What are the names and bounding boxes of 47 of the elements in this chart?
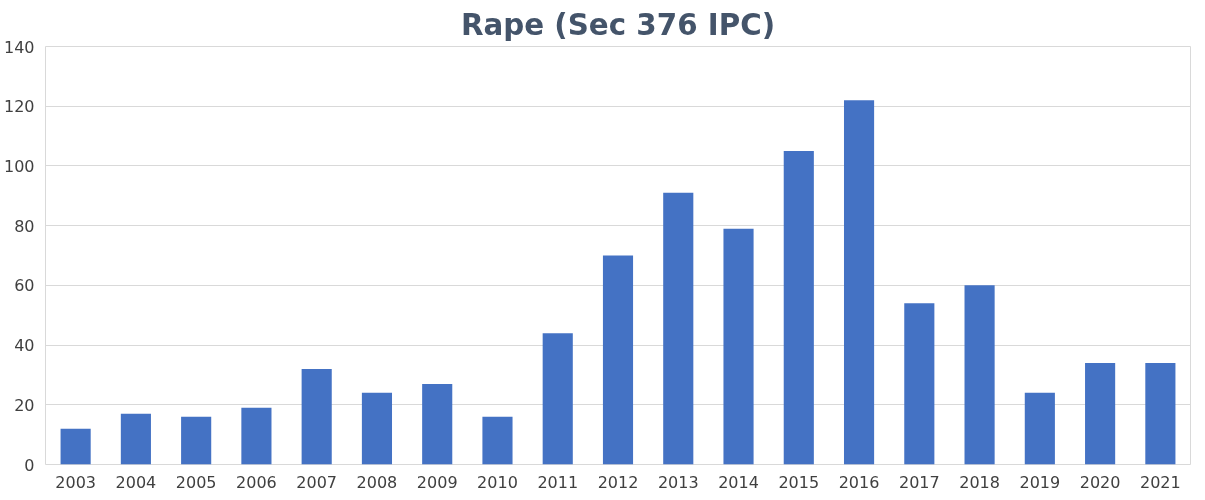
bar — [241, 407, 272, 465]
bar — [723, 228, 754, 465]
x-tick-label: 2007 — [296, 472, 338, 492]
x-tick-label: 2011 — [537, 472, 579, 492]
x-tick-label: 2019 — [1019, 472, 1061, 492]
x-tick-label: 2005 — [175, 472, 217, 492]
y-tick-label: 80 — [14, 216, 35, 236]
y-tick-label: 20 — [14, 395, 35, 415]
y-tick-label: 100 — [3, 156, 35, 176]
bar — [422, 383, 453, 465]
x-tick-label: 2018 — [959, 472, 1000, 492]
y-tick-label: 0 — [24, 455, 35, 475]
bar — [181, 416, 212, 465]
bar — [1145, 362, 1176, 465]
bar — [1085, 362, 1116, 465]
bar — [60, 428, 91, 465]
y-tick-label: 40 — [14, 336, 35, 356]
bar — [964, 285, 995, 465]
x-tick-label: 2009 — [416, 472, 458, 492]
bar — [482, 416, 513, 465]
x-tick-label: 2012 — [597, 472, 639, 492]
bar — [361, 392, 393, 465]
y-tick-label: 140 — [3, 37, 35, 57]
x-tick-label: 2014 — [718, 472, 759, 492]
bar — [904, 303, 935, 465]
x-tick-label: 2013 — [657, 472, 699, 492]
bar — [542, 333, 573, 465]
bar — [843, 100, 875, 465]
bar — [1024, 392, 1055, 465]
bar — [120, 413, 151, 465]
bar — [301, 368, 332, 465]
x-tick-label: 2008 — [356, 472, 398, 492]
x-tick-label: 2020 — [1079, 472, 1121, 492]
chart-title: Rape (Sec 376 IPC) — [460, 7, 776, 42]
x-tick-label: 2010 — [477, 472, 518, 492]
bar — [663, 192, 694, 465]
bar — [602, 255, 634, 465]
y-tick-label: 120 — [3, 97, 35, 117]
x-tick-label: 2016 — [838, 472, 880, 492]
x-tick-label: 2003 — [55, 472, 96, 492]
x-tick-label: 2021 — [1140, 472, 1181, 492]
x-tick-label: 2015 — [778, 472, 820, 492]
x-tick-label: 2017 — [898, 472, 940, 492]
x-tick-label: 2006 — [236, 472, 277, 492]
x-tick-label: 2004 — [115, 472, 157, 492]
bar — [783, 151, 814, 465]
y-tick-label: 60 — [14, 276, 35, 296]
